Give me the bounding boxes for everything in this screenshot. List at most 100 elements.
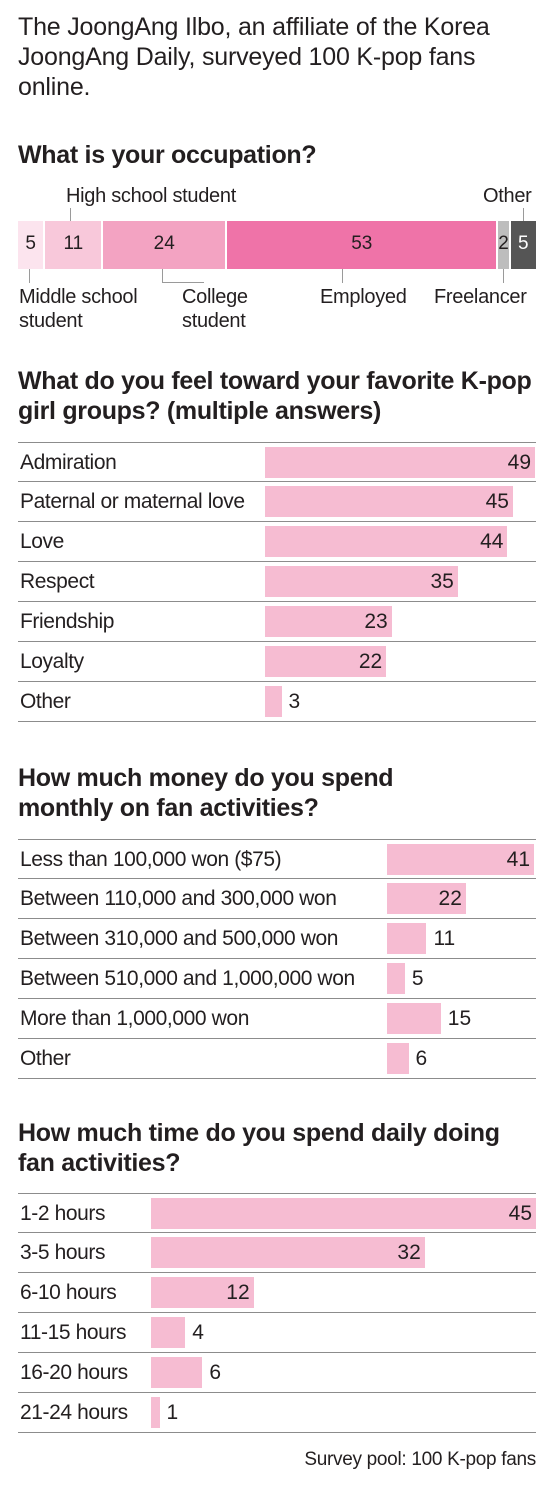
row-bar — [151, 1397, 160, 1428]
label-employed: Employed — [320, 286, 407, 308]
occupation-segment-middle-school-student — [18, 221, 44, 269]
label-other-occupation: Other — [483, 185, 532, 207]
row-label: 3-5 hours — [20, 1241, 106, 1264]
row-value: 6 — [415, 1047, 428, 1070]
row-value: 45 — [485, 490, 509, 513]
row-value: 11 — [433, 927, 456, 950]
row-label: 16-20 hours — [20, 1361, 128, 1384]
occupation-segment-other — [510, 221, 536, 269]
row-label: Between 110,000 and 300,000 won — [20, 887, 337, 910]
occupation-segment-college-student — [103, 221, 226, 269]
row-value: 45 — [508, 1202, 532, 1225]
row-value: 5 — [411, 967, 424, 990]
occupation-segment-employed — [227, 221, 497, 269]
row-value: 35 — [430, 570, 454, 593]
row-bar — [151, 1237, 425, 1268]
spending-title: How much money do you spend monthly on f… — [18, 764, 394, 822]
row-bar — [387, 844, 534, 875]
row-bar — [151, 1357, 203, 1388]
row-label: Admiration — [20, 451, 117, 474]
intro-text: The JoongAng Ilbo, an affiliate of the K… — [18, 13, 490, 101]
label-high-school-student: High school student — [66, 185, 236, 207]
row-label: Between 310,000 and 500,000 won — [20, 927, 339, 950]
row-label: 11-15 hours — [20, 1321, 127, 1344]
leader-high-school — [70, 208, 71, 221]
row-bar — [265, 526, 508, 557]
row-bar — [151, 1198, 536, 1229]
occupation-value-college-student: 24 — [153, 233, 175, 254]
occupation-segment-freelancer — [498, 221, 509, 269]
row-label: 21-24 hours — [20, 1401, 128, 1424]
leader-other — [523, 208, 524, 221]
row-bar — [265, 486, 513, 517]
table-row: 11-15 hours 4 — [18, 1313, 536, 1353]
leader-college-horizontal — [162, 282, 204, 283]
table-row: Between 510,000 and 1,000,000 won 5 — [18, 959, 536, 999]
table-row: Between 110,000 and 300,000 won 22 — [18, 879, 536, 919]
row-value: 6 — [209, 1361, 222, 1384]
row-value: 22 — [358, 650, 383, 673]
table-row: Respect 35 — [18, 562, 536, 602]
table-row: 21-24 hours 1 — [18, 1393, 536, 1433]
table-row: 1-2 hours 45 — [18, 1193, 536, 1233]
occupation-value-middle-school-student: 5 — [25, 233, 36, 254]
row-label: More than 1,000,000 won — [20, 1007, 249, 1030]
row-bar — [387, 923, 427, 954]
row-value: 4 — [192, 1321, 204, 1344]
table-row: Friendship 23 — [18, 602, 536, 642]
occupation-value-other: 5 — [518, 233, 529, 254]
table-row: Between 310,000 and 500,000 won 11 — [18, 919, 536, 959]
occupation-segment-high-school-student — [45, 221, 102, 269]
time-title: How much time do you spend daily doing f… — [18, 1119, 500, 1177]
row-label: Other — [20, 690, 71, 713]
row-label: Other — [20, 1047, 71, 1070]
row-value: 22 — [438, 887, 462, 910]
table-row: Other 6 — [18, 1039, 536, 1079]
table-row: 16-20 hours 6 — [18, 1353, 536, 1393]
row-bar — [387, 1003, 441, 1034]
feelings-title: What do you feel toward your favorite K-… — [18, 367, 532, 425]
row-bar — [265, 606, 392, 637]
table-row: Less than 100,000 won ($75) 41 — [18, 839, 536, 879]
row-label: Between 510,000 and 1,000,000 won — [20, 967, 355, 990]
row-bar — [387, 883, 466, 914]
row-value: 32 — [397, 1241, 421, 1264]
leader-employed — [342, 269, 343, 283]
leader-freelancer — [503, 269, 504, 283]
row-bar — [151, 1317, 186, 1348]
row-bar — [265, 686, 282, 717]
table-row: 3-5 hours 32 — [18, 1233, 536, 1273]
label-middle-school-student: Middle school student — [19, 286, 138, 332]
leader-middle-school — [29, 269, 30, 283]
row-label: Paternal or maternal love — [20, 490, 245, 513]
table-row: Loyalty 22 — [18, 642, 536, 682]
table-row: Admiration 49 — [18, 442, 536, 482]
occupation-value-employed: 53 — [351, 233, 373, 254]
row-value: 49 — [507, 451, 531, 474]
leader-college-vertical — [162, 269, 163, 282]
table-row: More than 1,000,000 won 15 — [18, 999, 536, 1039]
label-freelancer: Freelancer — [434, 286, 527, 308]
table-row: Other 3 — [18, 682, 536, 722]
row-bar — [151, 1277, 254, 1308]
row-value: 12 — [226, 1281, 250, 1304]
row-bar — [265, 566, 458, 597]
row-value: 1 — [166, 1401, 179, 1424]
occupation-title: What is your occupation? — [18, 141, 317, 169]
table-row: Paternal or maternal love 45 — [18, 482, 536, 522]
row-label: Less than 100,000 won ($75) — [20, 848, 282, 871]
row-value: 44 — [480, 530, 504, 553]
row-bar — [387, 963, 405, 994]
row-value: 15 — [447, 1007, 472, 1030]
occupation-value-high-school-student: 11 — [63, 233, 84, 254]
row-bar — [265, 646, 387, 677]
row-label: Loyalty — [20, 650, 84, 673]
survey-pool-note: Survey pool: 100 K-pop fans — [304, 1449, 536, 1470]
row-label: Friendship — [20, 610, 115, 633]
row-value: 23 — [364, 610, 388, 633]
row-label: 6-10 hours — [20, 1281, 117, 1304]
row-bar — [265, 447, 535, 478]
table-row: Love 44 — [18, 522, 536, 562]
label-college-student: College student — [182, 286, 248, 332]
row-value: 41 — [506, 848, 530, 871]
